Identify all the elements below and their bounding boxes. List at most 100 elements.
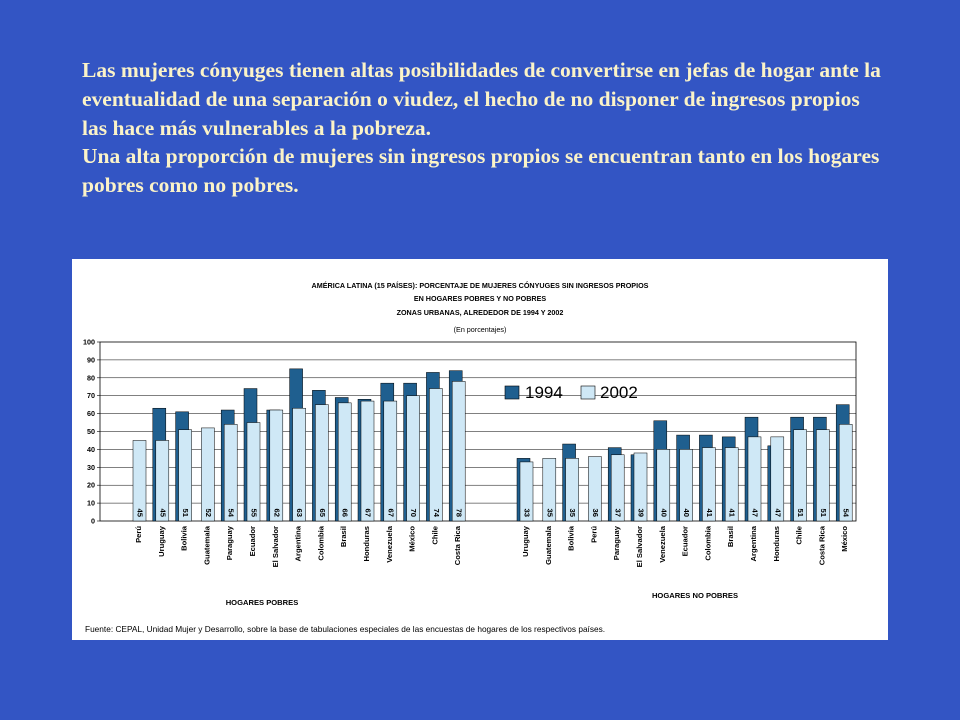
- bar-2002: [360, 400, 375, 522]
- group-label: HOGARES NO POBRES: [652, 591, 738, 600]
- category-label: México: [840, 526, 849, 552]
- y-tick-label: 100: [83, 338, 95, 347]
- data-label: 65: [318, 509, 327, 518]
- y-tick-label: 80: [87, 373, 95, 382]
- bar-2002: [201, 427, 215, 522]
- y-tick-label: 40: [87, 445, 95, 454]
- bar-2002: [724, 447, 739, 522]
- bar-2002: [542, 458, 557, 522]
- bar-2002: [747, 436, 762, 522]
- category-label: Chile: [795, 526, 804, 545]
- data-label: 70: [409, 509, 418, 517]
- data-label: 51: [181, 509, 190, 518]
- category-label: Bolivia: [567, 525, 576, 551]
- data-label: 35: [568, 509, 577, 518]
- y-tick-label: 70: [87, 391, 95, 400]
- y-tick-label: 20: [87, 481, 95, 490]
- data-label: 41: [705, 509, 714, 518]
- chart-title-line2: EN HOGARES POBRES Y NO POBRES: [414, 294, 547, 303]
- category-label: Uruguay: [157, 525, 166, 557]
- legend-swatch-1994: [504, 385, 520, 400]
- bar-2002: [406, 395, 420, 522]
- bar-2002: [132, 440, 147, 522]
- category-label: Venezuela: [385, 525, 394, 562]
- data-label: 33: [523, 509, 532, 517]
- bar-2002: [565, 458, 579, 522]
- category-label: Honduras: [362, 526, 371, 561]
- data-label: 39: [637, 509, 646, 517]
- finding-paragraph: Una alta proporción de mujeres sin ingre…: [82, 144, 880, 198]
- bar-2002: [519, 461, 534, 522]
- category-label: Venezuela: [658, 525, 667, 562]
- legend-swatch-2002: [580, 385, 596, 400]
- category-label: Paraguay: [612, 525, 621, 560]
- category-label: Colombia: [316, 525, 325, 560]
- data-label: 55: [250, 509, 259, 518]
- bar-2002: [246, 422, 261, 522]
- legend-label-1994: 1994: [525, 383, 563, 402]
- data-label: 74: [432, 509, 441, 518]
- bar-2002: [793, 429, 807, 522]
- chart-panel: AMÉRICA LATINA (15 PAÍSES): PORCENTAJE D…: [72, 259, 888, 640]
- bar-2002: [292, 407, 306, 522]
- bar-2002: [656, 449, 671, 522]
- bar-2002: [816, 429, 830, 522]
- data-label: 63: [295, 509, 304, 517]
- data-label: 78: [455, 509, 464, 517]
- bar-2002: [383, 400, 398, 522]
- bar-2002: [429, 388, 443, 522]
- category-label: Honduras: [772, 526, 781, 561]
- data-label: 51: [796, 509, 805, 518]
- y-tick-label: 50: [87, 427, 95, 436]
- bar-2002: [337, 402, 352, 522]
- data-label: 40: [682, 509, 691, 517]
- data-label: 67: [364, 509, 373, 517]
- y-tick-label: 0: [91, 517, 95, 526]
- y-tick-label: 90: [87, 355, 95, 364]
- slide-text: Las mujeres cónyuges tienen altas posibi…: [82, 56, 882, 200]
- bar-2002: [633, 452, 648, 522]
- data-label: 54: [227, 509, 236, 518]
- category-label: Paraguay: [225, 525, 234, 560]
- bar-2002: [451, 381, 466, 522]
- category-label: Brasil: [339, 526, 348, 547]
- category-label: Argentina: [294, 525, 303, 561]
- y-tick-label: 60: [87, 409, 95, 418]
- category-label: Colombia: [703, 525, 712, 560]
- category-label: Costa Rica: [817, 525, 826, 565]
- data-label: 47: [751, 509, 760, 517]
- data-label: 40: [659, 509, 668, 517]
- category-label: Brasil: [726, 526, 735, 547]
- category-label: Guatemala: [544, 525, 553, 565]
- bar-2002: [155, 440, 170, 522]
- data-label: 52: [204, 509, 213, 517]
- bar-2002: [702, 447, 716, 522]
- chart-title-line1: AMÉRICA LATINA (15 PAÍSES): PORCENTAJE D…: [312, 281, 649, 290]
- category-label: Uruguay: [521, 525, 530, 557]
- bar-2002: [178, 429, 192, 522]
- category-label: El Salvador: [271, 526, 280, 567]
- category-label: Chile: [430, 526, 439, 545]
- category-label: Perú: [134, 526, 143, 543]
- bar-2002: [315, 404, 329, 522]
- data-label: 41: [728, 509, 737, 518]
- category-label: El Salvador: [635, 526, 644, 567]
- bar-2002: [679, 449, 693, 522]
- data-label: 36: [591, 509, 600, 517]
- data-label: 45: [136, 509, 145, 518]
- group-label: HOGARES POBRES: [226, 598, 299, 607]
- y-tick-label: 30: [87, 463, 95, 472]
- category-label: Ecuador: [248, 526, 257, 556]
- chart-title-line3: ZONAS URBANAS, ALREDEDOR DE 1994 Y 2002: [397, 308, 564, 317]
- bar-2002: [588, 456, 602, 522]
- data-label: 45: [158, 509, 167, 518]
- bar-2002: [269, 409, 284, 522]
- y-tick-label: 10: [87, 499, 95, 508]
- intro-paragraph: Las mujeres cónyuges tienen altas posibi…: [82, 58, 881, 140]
- bar-chart: AMÉRICA LATINA (15 PAÍSES): PORCENTAJE D…: [83, 281, 857, 634]
- chart-subtitle: (En porcentajes): [454, 325, 507, 334]
- data-label: 47: [773, 509, 782, 517]
- data-label: 62: [272, 509, 281, 517]
- data-label: 66: [341, 509, 350, 517]
- legend-label-2002: 2002: [600, 383, 638, 402]
